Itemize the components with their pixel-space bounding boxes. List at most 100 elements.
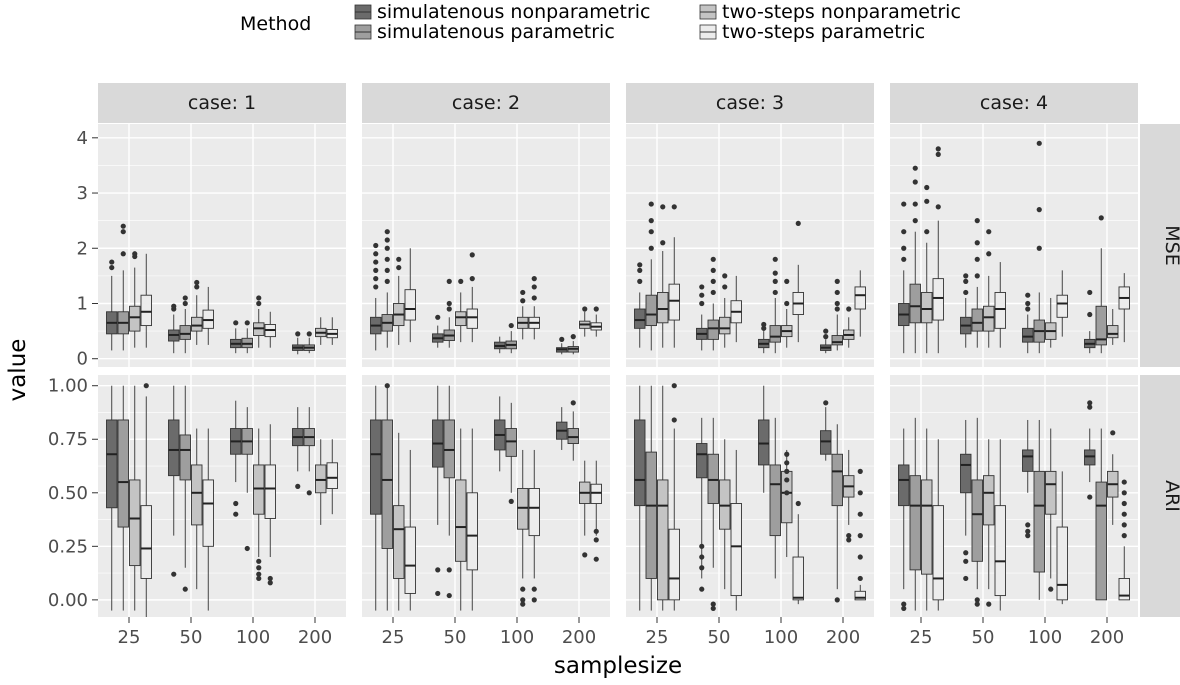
outlier-point — [1121, 533, 1127, 539]
y-tick: 0.00 — [48, 590, 98, 611]
box-body — [657, 291, 669, 324]
box — [645, 385, 657, 611]
facet-strip-row: ARI — [1140, 375, 1180, 617]
outlier-point — [846, 306, 852, 312]
x-tick: 25 — [118, 617, 140, 648]
outlier-point — [267, 575, 273, 582]
y-tick-label: 4 — [77, 128, 88, 149]
x-tick: 25 — [646, 617, 668, 648]
panel-bg — [362, 124, 610, 367]
box — [168, 303, 180, 354]
box — [590, 460, 602, 562]
box — [983, 229, 995, 348]
outlier-point — [924, 198, 930, 204]
y-tick: 0 — [77, 349, 98, 370]
panel — [626, 124, 874, 367]
outlier-point — [974, 601, 980, 607]
x-tick: 100 — [764, 617, 798, 648]
outlier-point — [761, 321, 767, 328]
y-axis-title: value — [5, 339, 31, 402]
box-body — [466, 492, 478, 571]
y-tick: 2 — [77, 238, 98, 259]
box — [326, 439, 338, 515]
outlier-point — [722, 273, 728, 279]
box — [432, 314, 444, 348]
box — [719, 273, 731, 348]
outlier-point — [901, 245, 907, 251]
panel — [98, 375, 346, 617]
box — [404, 449, 416, 611]
box-body — [1022, 449, 1034, 472]
outlier-point — [373, 242, 379, 249]
box — [1045, 428, 1057, 592]
outlier-point — [784, 490, 790, 496]
box-body — [1033, 470, 1045, 573]
outlier-point — [256, 295, 262, 301]
box — [707, 256, 719, 351]
box — [1022, 292, 1034, 354]
box-body — [769, 464, 781, 537]
outlier-point — [182, 300, 188, 307]
box — [202, 428, 214, 611]
y-tick-label: 3 — [77, 183, 88, 204]
legend-title: Method — [240, 13, 311, 35]
outlier-point — [963, 278, 969, 284]
outlier-point — [1036, 207, 1042, 213]
outlier-point — [935, 146, 941, 152]
box-body — [1107, 325, 1119, 339]
outlier-point — [1025, 528, 1031, 534]
x-tick: 200 — [826, 617, 860, 648]
outlier-point — [710, 605, 716, 612]
box — [315, 317, 327, 345]
box — [528, 276, 540, 340]
outlier-point — [373, 259, 379, 265]
x-tick: 200 — [298, 617, 332, 648]
box — [230, 400, 242, 517]
box — [909, 417, 921, 611]
box — [898, 428, 910, 612]
outlier-point — [396, 264, 402, 271]
box-body — [634, 419, 646, 507]
box-body — [719, 316, 731, 335]
outlier-point — [593, 556, 599, 562]
box — [253, 295, 265, 348]
legend-item: simulatenous nonparametric — [354, 1, 651, 23]
box — [567, 334, 579, 355]
outlier-point — [795, 500, 801, 507]
box — [854, 270, 866, 337]
panel — [890, 124, 1138, 367]
outlier-point — [458, 278, 464, 284]
outlier-point — [520, 289, 526, 296]
outlier-point — [784, 468, 790, 474]
box — [381, 229, 393, 348]
box — [241, 320, 253, 354]
strip-bg — [626, 83, 874, 123]
outlier-point — [256, 558, 262, 564]
outlier-point — [772, 289, 778, 296]
box-body — [179, 434, 191, 481]
outlier-point — [593, 528, 599, 534]
outlier-point — [171, 571, 177, 577]
outlier-point — [912, 165, 918, 171]
y-tick-label: 1.00 — [48, 376, 88, 397]
box — [443, 385, 455, 599]
box — [843, 449, 855, 543]
box — [634, 262, 646, 348]
box — [1022, 419, 1034, 539]
strip-bg — [362, 83, 610, 123]
outlier-point — [710, 256, 716, 262]
box — [455, 428, 467, 611]
outlier-point — [396, 256, 402, 262]
box — [831, 278, 843, 351]
outlier-point — [699, 292, 705, 298]
box-body — [657, 479, 669, 601]
box — [657, 204, 669, 348]
box — [303, 331, 315, 354]
box — [1045, 297, 1057, 348]
outlier-point — [446, 306, 452, 312]
x-tick-label: 200 — [562, 627, 596, 648]
box — [106, 385, 118, 611]
box — [528, 449, 540, 603]
outlier-point — [660, 240, 666, 246]
outlier-point — [823, 334, 829, 340]
